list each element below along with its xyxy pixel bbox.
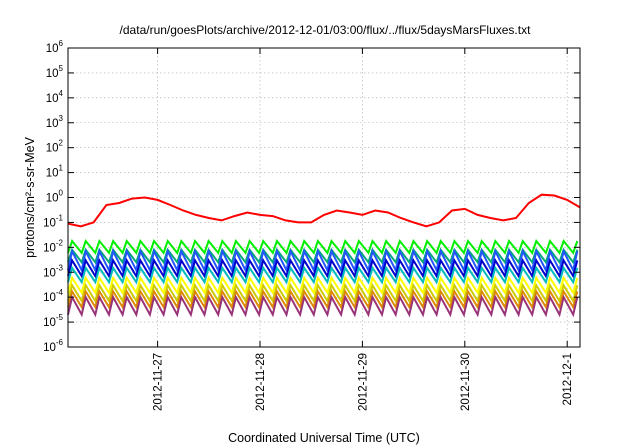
y-tick-label: 10-3	[43, 263, 63, 279]
y-tick-label: 10-4	[43, 288, 63, 304]
series-line	[67, 248, 579, 274]
x-axis-label: Coordinated Universal Time (UTC)	[228, 431, 420, 445]
chart-title: /data/run/goesPlots/archive/2012-12-01/0…	[120, 23, 532, 37]
x-tick-label: 2012-11-27	[153, 353, 165, 411]
series-line	[67, 288, 579, 310]
y-axis-ticks: 10-6 10-5 10-4 10-3 10-2 10-1 100 101 102 103 104 1…	[43, 39, 580, 354]
y-tick-label: 100	[46, 189, 64, 205]
series-line	[67, 257, 579, 279]
x-tick-label: 2012-11-29	[357, 353, 369, 411]
y-axis-label: protons/cm²-s-sr-MeV	[23, 136, 37, 258]
x-tick-label: 2012-11-28	[255, 353, 267, 411]
y-tick-label: 10-5	[43, 313, 63, 329]
series-line	[67, 193, 581, 228]
x-axis-ticks: 2012-11-27 2012-11-28 2012-11-29 2012-11-30…	[153, 48, 574, 411]
x-tick-label: 2012-11-30	[460, 353, 472, 411]
y-tick-label: 105	[46, 64, 64, 80]
series-line	[67, 238, 579, 255]
series-line	[67, 275, 579, 296]
y-tick-label: 103	[46, 114, 64, 130]
y-tick-label: 10-2	[43, 238, 63, 254]
series-group	[67, 193, 581, 318]
series-line	[67, 294, 579, 318]
series-line	[67, 282, 579, 304]
y-tick-label: 10-1	[43, 213, 63, 229]
y-tick-label: 102	[46, 139, 64, 155]
series-line	[67, 265, 579, 285]
y-tick-label: 101	[46, 164, 64, 180]
y-tick-label: 106	[46, 39, 64, 55]
y-tick-label: 104	[46, 89, 64, 105]
y-tick-label: 10-6	[43, 338, 63, 354]
x-tick-label: 2012-12-1	[562, 353, 574, 405]
